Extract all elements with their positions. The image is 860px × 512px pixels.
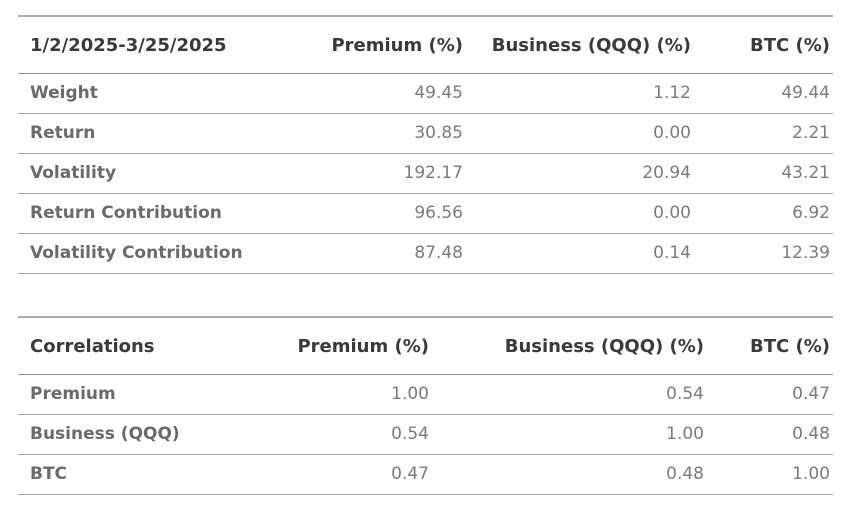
cell-value: 87.48 [295, 233, 466, 274]
table-row-btc: BTC 0.47 0.48 1.00 [18, 454, 833, 495]
table-row-weight: Weight 49.45 1.12 49.44 [18, 73, 833, 114]
cell-value: 1.12 [466, 73, 694, 114]
table-row-return-contribution: Return Contribution 96.56 0.00 6.92 [18, 193, 833, 234]
cell-value: 0.48 [432, 454, 707, 495]
row-label: BTC [18, 454, 266, 495]
correlations-table-title: Correlations [18, 317, 266, 375]
performance-table: 1/2/2025-3/25/2025 Premium (%) Business … [18, 15, 833, 274]
row-label: Return [18, 113, 295, 154]
cell-value: 0.14 [466, 233, 694, 274]
cell-value: 1.00 [432, 414, 707, 455]
cell-value: 0.54 [432, 374, 707, 415]
cell-value: 43.21 [694, 153, 833, 194]
cell-value: 0.47 [266, 454, 432, 495]
cell-value: 30.85 [295, 113, 466, 154]
tables-panel: 1/2/2025-3/25/2025 Premium (%) Business … [18, 15, 833, 495]
correlations-table-header-row: Correlations Premium (%) Business (QQQ) … [18, 317, 833, 375]
cell-value: 6.92 [694, 193, 833, 234]
cell-value: 1.00 [707, 454, 833, 495]
column-header-business-qqq: Business (QQQ) (%) [466, 16, 694, 74]
column-header-btc: BTC (%) [694, 16, 833, 74]
table-row-return: Return 30.85 0.00 2.21 [18, 113, 833, 154]
column-header-business-qqq: Business (QQQ) (%) [432, 317, 707, 375]
performance-table-header-row: 1/2/2025-3/25/2025 Premium (%) Business … [18, 16, 833, 74]
cell-value: 49.44 [694, 73, 833, 114]
cell-value: 1.00 [266, 374, 432, 415]
cell-value: 0.00 [466, 193, 694, 234]
row-label: Weight [18, 73, 295, 114]
cell-value: 20.94 [466, 153, 694, 194]
table-row-volatility: Volatility 192.17 20.94 43.21 [18, 153, 833, 194]
row-label: Premium [18, 374, 266, 415]
cell-value: 0.47 [707, 374, 833, 415]
row-label: Volatility [18, 153, 295, 194]
row-label: Business (QQQ) [18, 414, 266, 455]
table-row-business-qqq: Business (QQQ) 0.54 1.00 0.48 [18, 414, 833, 455]
column-header-premium: Premium (%) [295, 16, 466, 74]
row-label: Return Contribution [18, 193, 295, 234]
column-header-btc: BTC (%) [707, 317, 833, 375]
column-header-premium: Premium (%) [266, 317, 432, 375]
cell-value: 96.56 [295, 193, 466, 234]
table-row-premium: Premium 1.00 0.54 0.47 [18, 374, 833, 415]
cell-value: 0.48 [707, 414, 833, 455]
cell-value: 0.54 [266, 414, 432, 455]
cell-value: 0.00 [466, 113, 694, 154]
cell-value: 2.21 [694, 113, 833, 154]
cell-value: 12.39 [694, 233, 833, 274]
performance-table-title: 1/2/2025-3/25/2025 [18, 16, 295, 74]
row-label: Volatility Contribution [18, 233, 295, 274]
cell-value: 192.17 [295, 153, 466, 194]
table-row-volatility-contribution: Volatility Contribution 87.48 0.14 12.39 [18, 233, 833, 274]
cell-value: 49.45 [295, 73, 466, 114]
correlations-table: Correlations Premium (%) Business (QQQ) … [18, 316, 833, 495]
